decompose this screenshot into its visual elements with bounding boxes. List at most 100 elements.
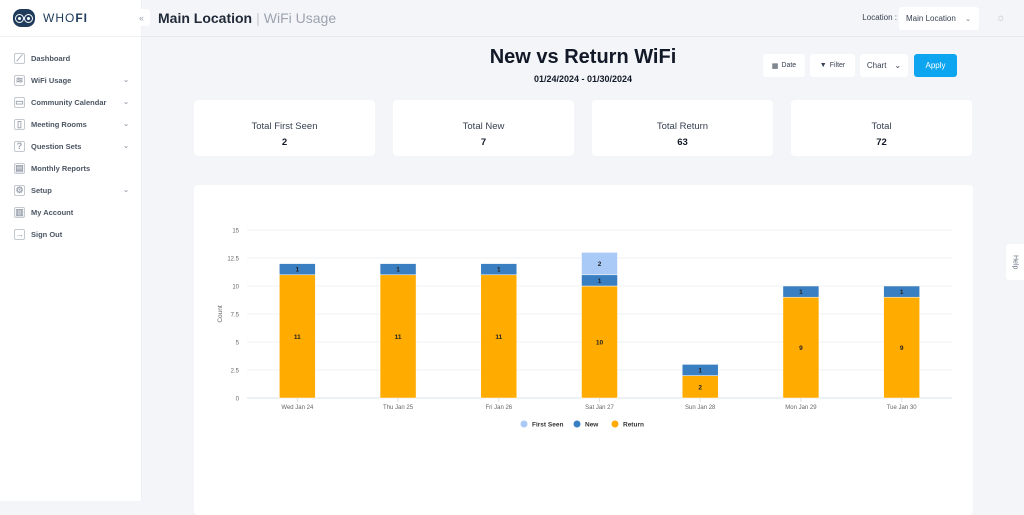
owl-logo-icon bbox=[13, 9, 35, 27]
y-tick-label: 10 bbox=[232, 285, 239, 291]
x-tick-label: Wed Jan 24 bbox=[281, 405, 314, 411]
data-label: 1 bbox=[396, 267, 400, 274]
stat-label: Total Return bbox=[656, 121, 709, 132]
bar-segment-new[interactable] bbox=[279, 263, 316, 276]
x-tick-label: Sun Jan 28 bbox=[685, 405, 716, 411]
data-label: 11 bbox=[294, 334, 301, 341]
stat-value: 2 bbox=[281, 137, 288, 148]
y-tick-label: 2.5 bbox=[231, 369, 240, 375]
date-button-label: Date bbox=[781, 62, 797, 69]
brand-bold: FI bbox=[75, 11, 88, 25]
chevron-down-icon: ⌄ bbox=[123, 143, 129, 150]
bar-segment-return[interactable] bbox=[581, 285, 618, 399]
chevron-down-icon: ⌄ bbox=[123, 121, 129, 128]
chart-card: 0 2.5 5 7.5 10 12.5 15 Count 11 1 Wed Jan 24 11 1 Thu… bbox=[194, 185, 973, 515]
x-tick-label: Fri Jan 26 bbox=[485, 405, 512, 411]
y-tick-label: 0 bbox=[236, 397, 240, 403]
bar-segment-first-seen[interactable] bbox=[581, 252, 618, 276]
chevron-down-icon: ⌄ bbox=[965, 15, 971, 23]
y-tick-label: 12.5 bbox=[227, 257, 239, 263]
data-label: 10 bbox=[596, 340, 604, 347]
sidebar-item-label: Setup bbox=[31, 185, 52, 195]
sidebar: WHOFI ⟋ Dashboard ≋ WiFi Usage ⌄ ▭ Community C… bbox=[0, 0, 142, 501]
sidebar-item-label: Community Calendar bbox=[31, 97, 107, 107]
filter-button[interactable]: ▼ Filter bbox=[810, 54, 855, 77]
sidebar-item-setup[interactable]: ⚙ Setup ⌄ bbox=[0, 179, 141, 201]
sidebar-item-label: Question Sets bbox=[31, 141, 82, 151]
calendar-icon: ▭ bbox=[14, 96, 25, 108]
view-select[interactable]: Chart ⌄ bbox=[860, 54, 908, 77]
sidebar-item-meeting-rooms[interactable]: ▯ Meeting Rooms ⌄ bbox=[0, 113, 141, 135]
stat-label: Total New bbox=[462, 121, 505, 132]
stat-label: Total bbox=[871, 121, 892, 132]
data-label: 1 bbox=[698, 368, 702, 375]
sidebar-nav: ⟋ Dashboard ≋ WiFi Usage ⌄ ▭ Community Calenda… bbox=[0, 47, 141, 245]
x-tick-label: Sat Jan 27 bbox=[585, 405, 614, 411]
data-label: 2 bbox=[698, 384, 702, 391]
date-range: 01/24/2024 - 01/30/2024 bbox=[533, 74, 633, 84]
data-label: 9 bbox=[900, 345, 904, 352]
data-label: 9 bbox=[799, 345, 803, 352]
view-select-value: Chart bbox=[866, 61, 887, 70]
x-tick-label: Mon Jan 29 bbox=[785, 405, 817, 411]
legend-item[interactable]: First Seen bbox=[532, 422, 563, 429]
sidebar-item-question-sets[interactable]: ? Question Sets ⌄ bbox=[0, 135, 141, 157]
collapse-sidebar-button[interactable]: « bbox=[133, 9, 150, 26]
bar-segment-new[interactable] bbox=[681, 364, 719, 376]
stat-card: Total New 7 bbox=[393, 100, 574, 156]
location-select-value: Main Location bbox=[906, 14, 956, 23]
legend-item[interactable]: Return bbox=[623, 422, 644, 429]
sidebar-item-community-calendar[interactable]: ▭ Community Calendar ⌄ bbox=[0, 91, 141, 113]
help-tab[interactable]: Help bbox=[1006, 244, 1024, 280]
legend-item[interactable]: New bbox=[585, 422, 599, 429]
bar-segment-return[interactable] bbox=[480, 274, 518, 399]
bar-segment-new[interactable] bbox=[480, 263, 518, 276]
question-icon: ? bbox=[14, 140, 25, 152]
sidebar-item-my-account[interactable]: ▥ My Account bbox=[0, 201, 141, 223]
account-icon: ▥ bbox=[14, 206, 25, 218]
stat-value: 72 bbox=[876, 137, 887, 148]
bar-segment-return[interactable] bbox=[279, 274, 316, 399]
y-tick-label: 15 bbox=[232, 229, 239, 235]
legend-marker bbox=[520, 420, 528, 428]
bar-segment-return[interactable] bbox=[883, 296, 920, 399]
gear-icon: ⚙ bbox=[14, 184, 25, 196]
chart-line-icon: ⟋ bbox=[14, 52, 25, 64]
date-button[interactable]: ▦ Date bbox=[763, 54, 805, 77]
bar-segment-return[interactable] bbox=[782, 296, 820, 399]
sidebar-item-wifi-usage[interactable]: ≋ WiFi Usage ⌄ bbox=[0, 69, 141, 91]
breadcrumb-location: Main Location bbox=[158, 10, 253, 26]
filter-button-label: Filter bbox=[829, 62, 846, 69]
stat-value: 63 bbox=[677, 137, 688, 148]
chevron-down-icon: ⌄ bbox=[894, 61, 902, 70]
bar-segment-new[interactable] bbox=[782, 285, 820, 298]
data-label: 1 bbox=[497, 267, 501, 274]
door-icon: ▯ bbox=[14, 118, 25, 130]
sign-out-icon: → bbox=[14, 228, 25, 240]
data-label: 2 bbox=[598, 261, 602, 268]
data-label: 11 bbox=[395, 334, 402, 341]
stat-label: Total First Seen bbox=[251, 121, 318, 132]
location-select[interactable]: Main Location ⌄ bbox=[899, 7, 979, 30]
chevron-down-icon: ⌄ bbox=[123, 77, 129, 84]
bar-segment-new[interactable] bbox=[379, 263, 417, 276]
breadcrumb: Main Location | WiFi Usage bbox=[158, 10, 337, 26]
y-tick-label: 7.5 bbox=[231, 313, 240, 319]
x-tick-label: Tue Jan 30 bbox=[887, 405, 917, 411]
stat-card: Total 72 bbox=[791, 100, 972, 156]
legend-marker bbox=[611, 420, 619, 428]
chevron-down-icon: ⌄ bbox=[123, 187, 129, 194]
filter-icon: ▼ bbox=[819, 62, 827, 69]
sidebar-item-label: Sign Out bbox=[31, 229, 63, 239]
sidebar-item-sign-out[interactable]: → Sign Out bbox=[0, 223, 141, 245]
logo[interactable]: WHOFI bbox=[0, 0, 141, 37]
apply-button[interactable]: Apply bbox=[914, 54, 957, 77]
top-header: « Main Location | WiFi Usage Location : Ma… bbox=[133, 0, 1024, 37]
wifi-icon: ≋ bbox=[14, 74, 25, 86]
sidebar-item-monthly-reports[interactable]: ▤ Monthly Reports bbox=[0, 157, 141, 179]
bar-segment-new[interactable] bbox=[883, 285, 920, 298]
y-axis-label: Count bbox=[217, 305, 224, 323]
sidebar-item-dashboard[interactable]: ⟋ Dashboard bbox=[0, 47, 141, 69]
chevron-down-icon: ⌄ bbox=[123, 99, 129, 106]
theme-toggle-sun-icon[interactable]: ☼ bbox=[995, 12, 1006, 24]
